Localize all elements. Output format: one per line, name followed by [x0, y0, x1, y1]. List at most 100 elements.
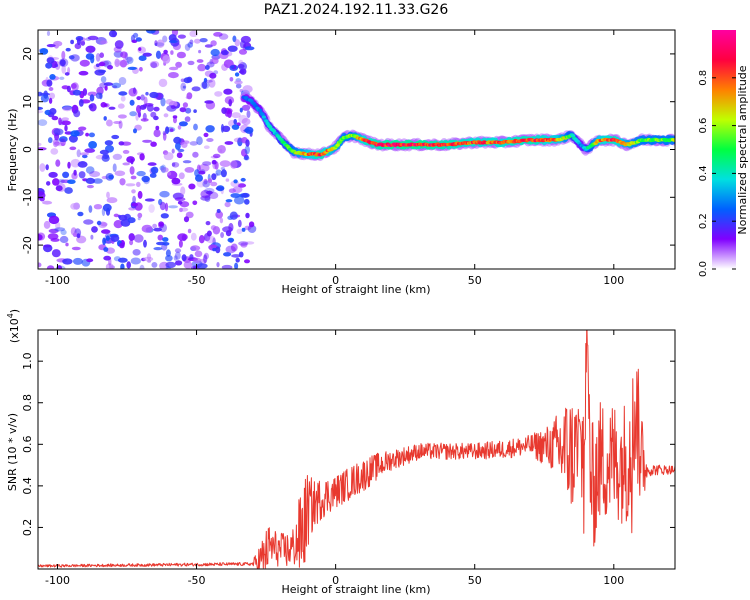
noise-blob	[51, 249, 61, 258]
noise-blob	[86, 184, 94, 189]
noise-blob	[84, 148, 96, 153]
noise-blob	[51, 115, 59, 121]
noise-blob	[141, 175, 150, 183]
x-tick-label: 0	[332, 274, 339, 287]
noise-blob	[198, 164, 210, 172]
snr-series-line	[38, 330, 675, 569]
noise-blob	[215, 169, 222, 176]
noise-blob	[118, 91, 128, 96]
noise-blob	[196, 263, 208, 269]
noise-blob	[177, 233, 188, 241]
noise-blob	[220, 169, 227, 178]
noise-blob	[118, 141, 125, 146]
noise-blob	[126, 261, 131, 269]
noise-blob	[131, 39, 138, 43]
noise-blob	[205, 65, 210, 70]
noise-blob	[108, 257, 112, 266]
noise-blob	[203, 254, 208, 264]
noise-blob	[174, 251, 181, 260]
noise-blob	[168, 72, 179, 79]
noise-blob	[222, 125, 231, 132]
noise-blob	[239, 68, 247, 75]
noise-blob	[170, 105, 176, 109]
noise-blob	[224, 201, 231, 208]
noise-blob	[78, 70, 89, 76]
noise-blob	[202, 161, 212, 166]
noise-blob	[163, 152, 174, 161]
noise-blob	[112, 153, 123, 160]
noise-blob	[172, 115, 178, 119]
noise-blob	[136, 181, 141, 188]
x-tick-label: 100	[603, 274, 624, 287]
noise-blob	[239, 107, 243, 113]
noise-blob	[245, 139, 250, 147]
x-tick-label: -100	[45, 574, 70, 587]
noise-blob	[205, 125, 215, 133]
noise-blob	[184, 116, 191, 122]
noise-blob	[56, 265, 63, 269]
noise-blob	[177, 34, 186, 39]
noise-blob	[129, 239, 134, 246]
colorbar-label: Normalized spectral amplitude	[736, 65, 749, 234]
noise-blob	[114, 170, 126, 177]
noise-blob	[127, 217, 136, 224]
noise-blob	[223, 88, 233, 95]
noise-blob	[165, 261, 176, 269]
noise-blob	[43, 244, 52, 248]
noise-blob	[95, 63, 100, 68]
noise-blob	[112, 163, 117, 172]
noise-blob	[185, 211, 194, 219]
noise-blob	[153, 247, 163, 251]
noise-blob	[127, 66, 137, 70]
noise-blob	[231, 112, 241, 119]
noise-blob	[244, 126, 254, 134]
noise-blob	[156, 39, 165, 48]
noise-blob	[38, 262, 42, 268]
noise-blob	[150, 62, 158, 69]
noise-blob	[165, 249, 171, 257]
noise-blob	[209, 72, 217, 79]
colorbar-tick-label: 0.6	[698, 118, 709, 134]
noise-blob	[168, 66, 179, 71]
noise-blob	[238, 251, 244, 258]
noise-blob	[60, 229, 67, 236]
noise-blob	[210, 48, 220, 57]
x-tick-label: -100	[45, 274, 70, 287]
x-tick-label: 0	[332, 574, 339, 587]
noise-blob	[203, 145, 210, 149]
noise-blob	[104, 85, 108, 91]
noise-blob	[135, 37, 142, 42]
noise-blob	[76, 149, 81, 158]
noise-blob	[106, 119, 113, 127]
snr-scale-exp: 4	[6, 313, 15, 318]
noise-blob	[126, 56, 134, 64]
noise-blob	[202, 180, 210, 188]
noise-blob	[145, 91, 149, 96]
noise-blob	[100, 76, 107, 83]
noise-blob	[211, 173, 217, 181]
noise-blob	[221, 50, 229, 56]
noise-blob	[228, 188, 236, 193]
noise-blob	[67, 179, 76, 184]
noise-blob	[230, 65, 235, 69]
noise-blob	[243, 156, 250, 161]
noise-blob	[59, 76, 65, 81]
noise-blob	[89, 171, 101, 178]
noise-blob	[160, 213, 169, 219]
noise-blob	[163, 113, 169, 118]
noise-blob	[86, 258, 94, 263]
noise-blob	[151, 262, 158, 268]
noise-blob	[104, 140, 114, 146]
noise-blob	[43, 220, 51, 229]
figure-title: PAZ1.2024.192.11.33.G26	[264, 2, 449, 18]
noise-blob	[233, 196, 245, 205]
noise-blob	[237, 183, 247, 188]
noise-blob	[204, 79, 213, 83]
snr-xlabel: Height of straight line (km)	[281, 583, 430, 596]
noise-blob	[90, 234, 94, 240]
noise-blob	[68, 55, 75, 60]
noise-blob	[61, 65, 66, 74]
noise-blob	[103, 255, 112, 261]
noise-blob	[152, 223, 158, 229]
noise-blob	[139, 104, 147, 110]
